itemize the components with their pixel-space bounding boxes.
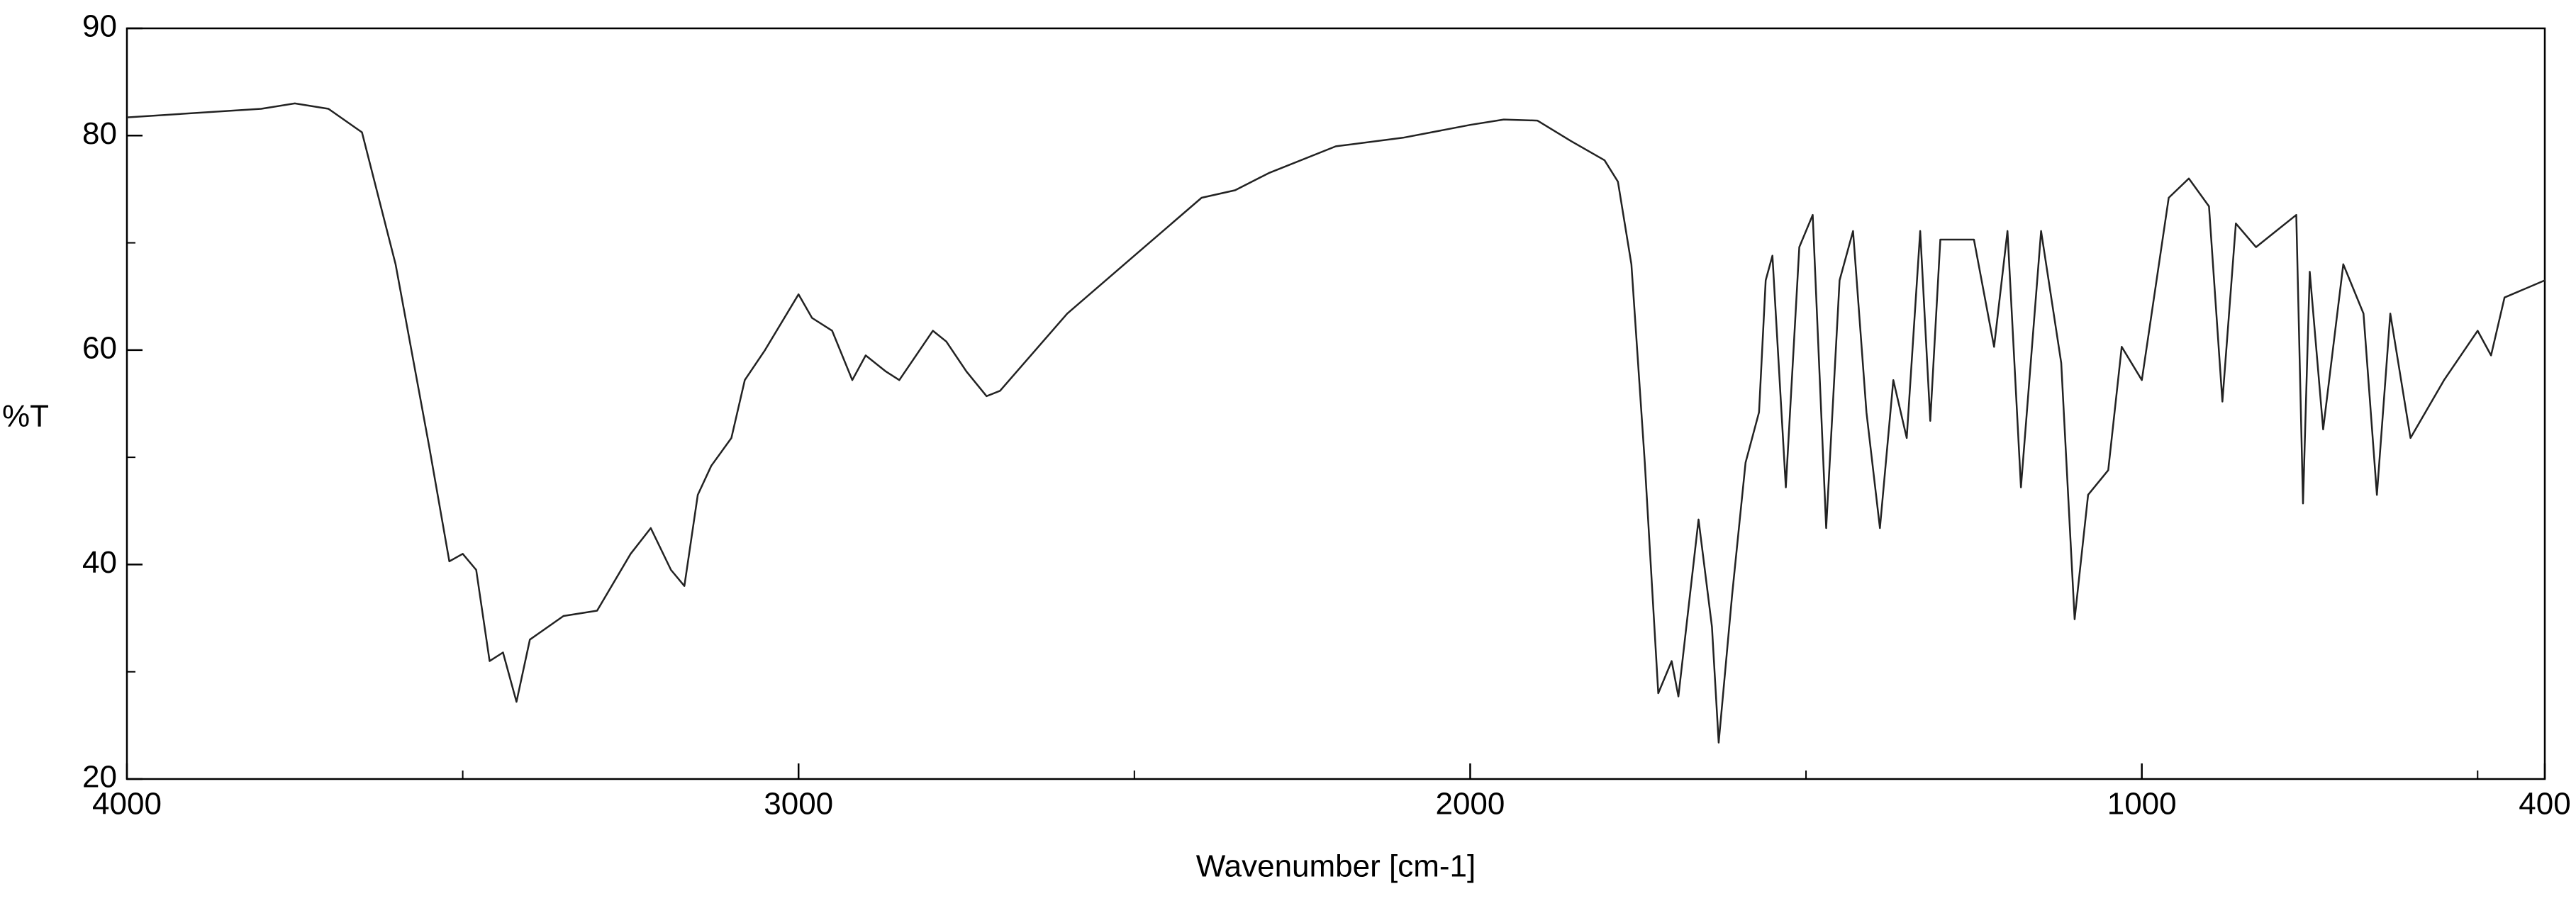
x-tick-label: 4000 — [92, 787, 162, 822]
y-tick-label: 90 — [82, 9, 117, 44]
x-tick-label: 2000 — [1435, 787, 1505, 822]
x-axis-label: Wavenumber [cm-1] — [1196, 849, 1476, 884]
y-axis-label: %T — [2, 399, 49, 434]
y-tick-label: 20 — [82, 760, 117, 795]
y-tick-label: 80 — [82, 116, 117, 151]
y-tick-label: 40 — [82, 545, 117, 580]
plot-frame — [126, 27, 2546, 780]
y-tick-label: 60 — [82, 330, 117, 365]
x-tick-label: 400 — [2519, 787, 2570, 822]
x-tick-label: 3000 — [764, 787, 833, 822]
spectrum-line — [126, 102, 2546, 744]
x-tick-label: 1000 — [2107, 787, 2177, 822]
